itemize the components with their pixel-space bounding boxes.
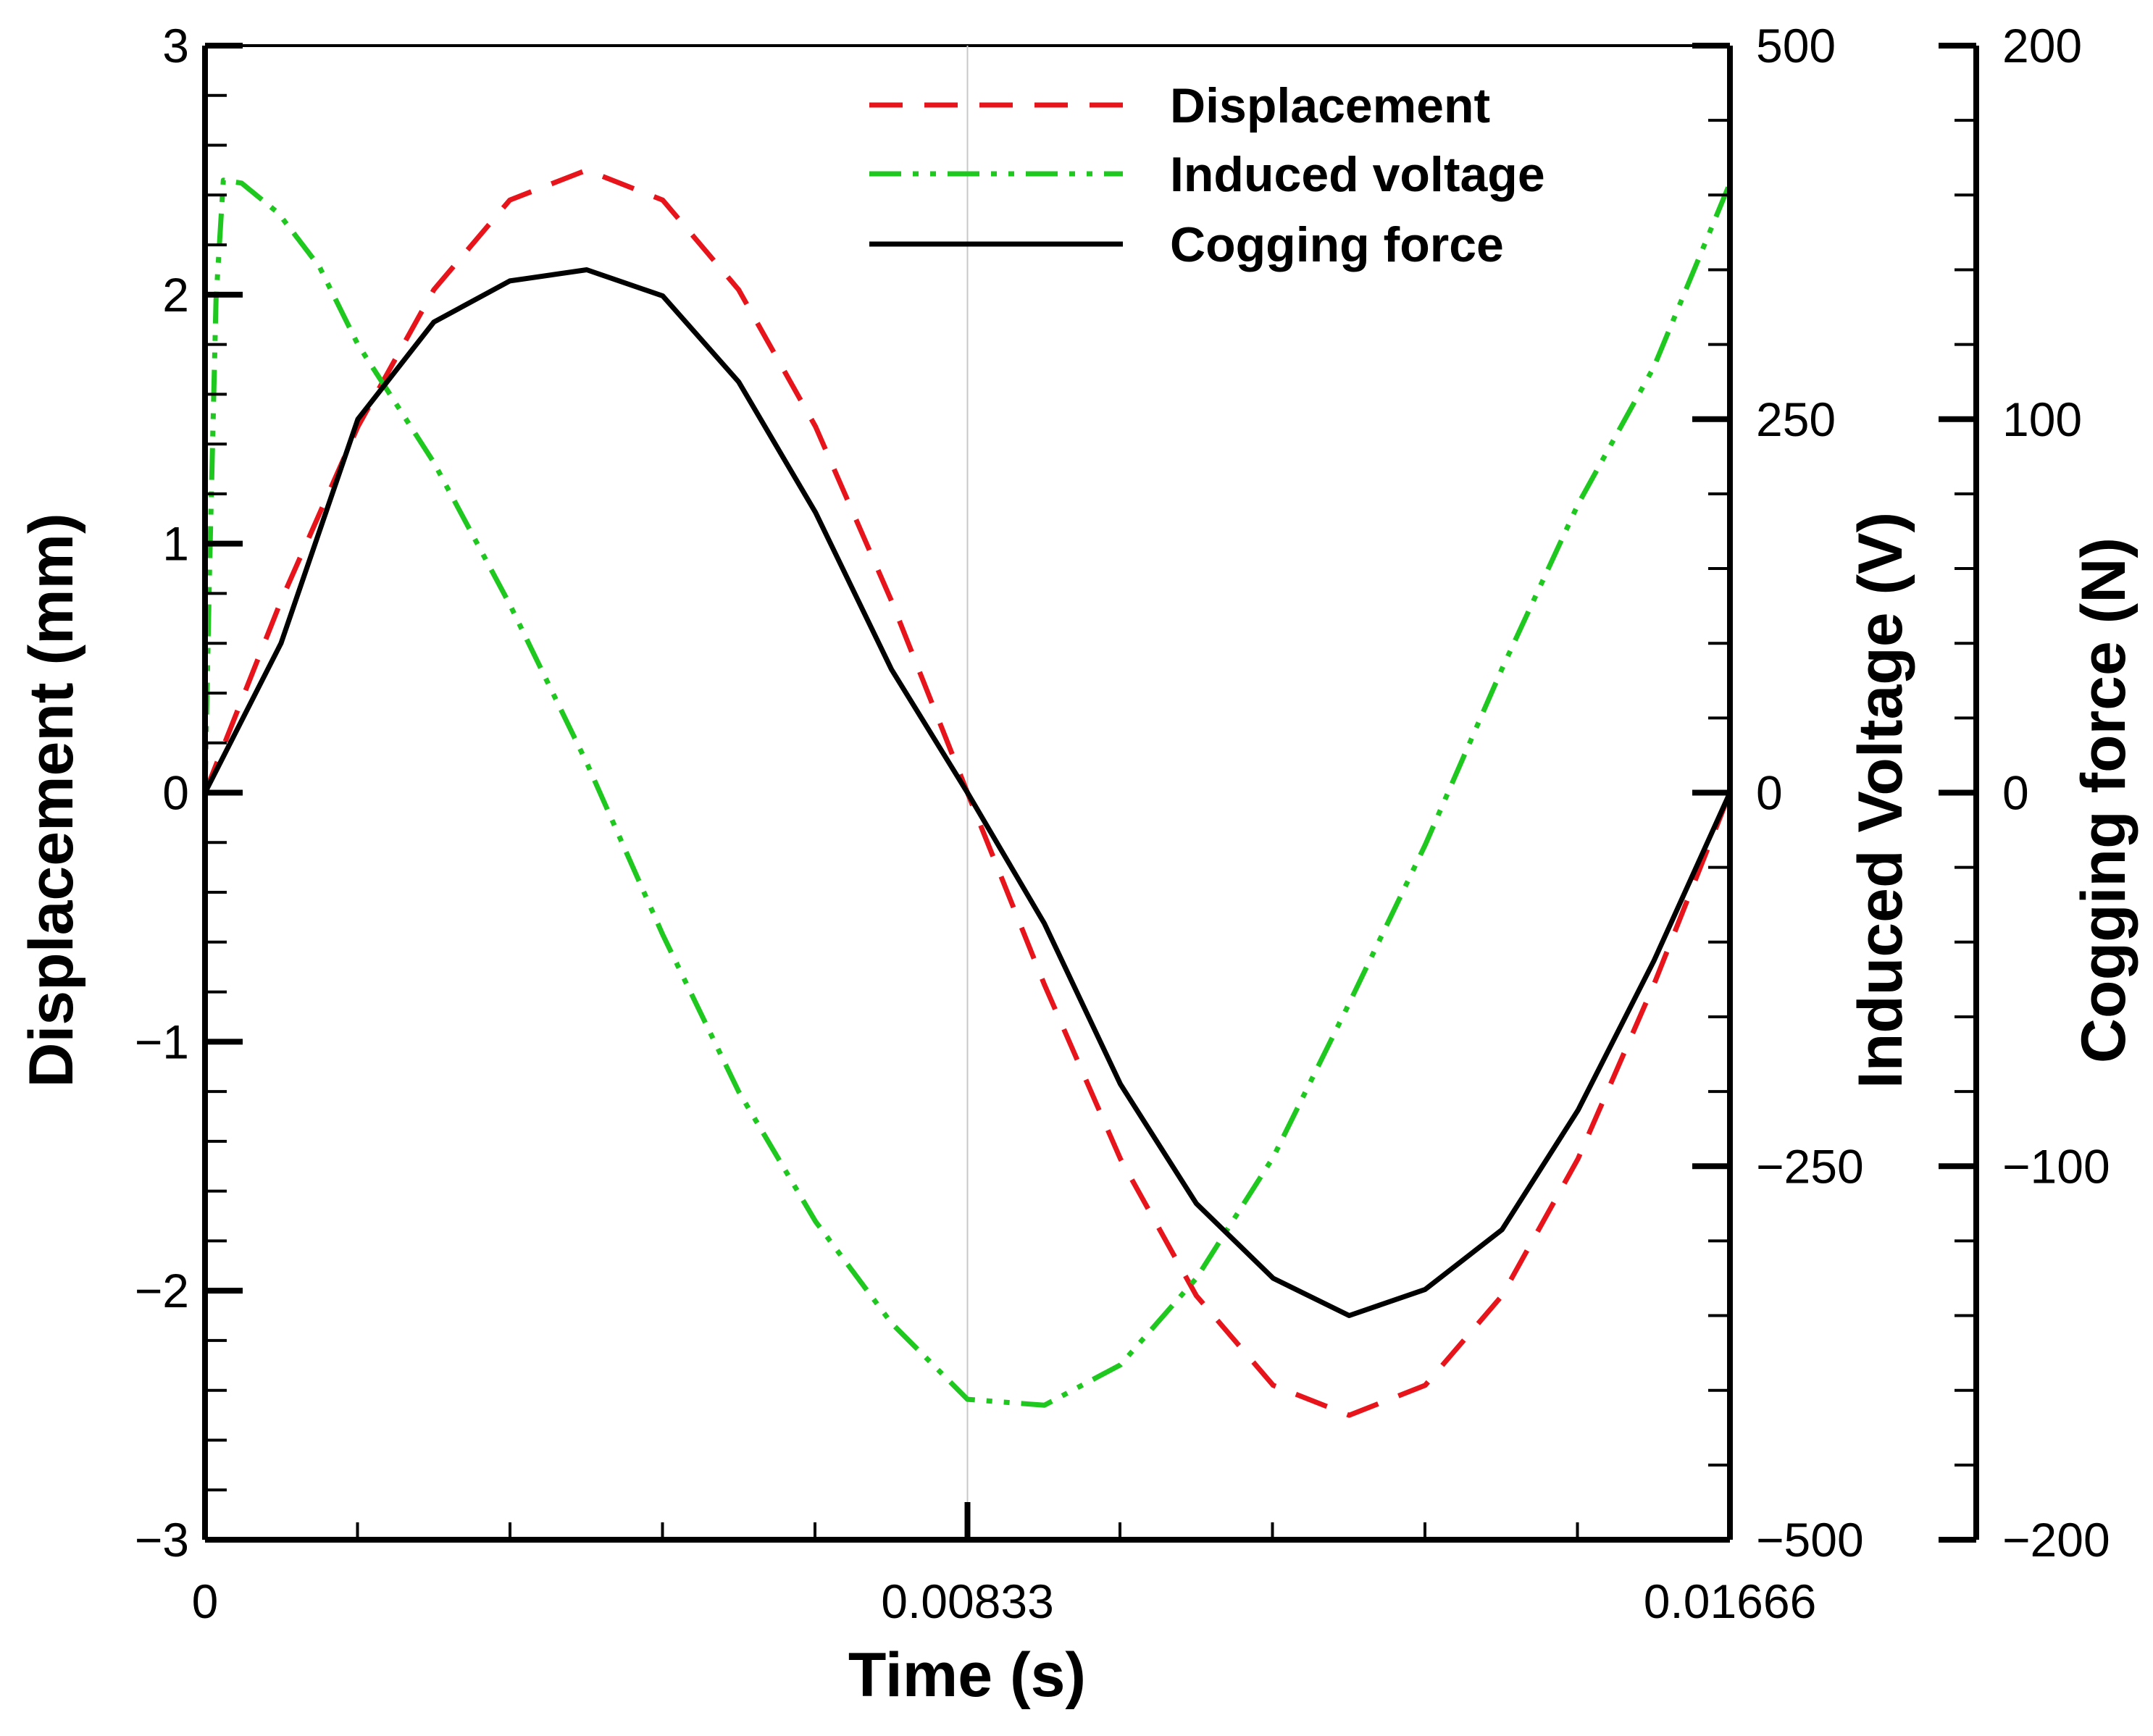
volt-tick-label: 250 — [1756, 393, 1836, 446]
x-tick-label: 0 — [192, 1574, 219, 1628]
legend-label-2: Cogging force — [1170, 217, 1504, 272]
force-tick-label: 0 — [2002, 766, 2029, 820]
volt-tick-label: 0 — [1756, 766, 1783, 820]
right-axis-title: Cogging force (N) — [2069, 537, 2139, 1063]
disp-tick-label: 0 — [162, 766, 189, 820]
volt-tick-label: 500 — [1756, 19, 1836, 72]
tick-labels: 0 0.00833 0.01666 −3 −2 −1 0 1 2 3 −500 −250 0 250 500… — [135, 19, 2110, 1628]
disp-tick-label: 3 — [162, 19, 189, 72]
x-tick-label: 0.00833 — [881, 1574, 1054, 1628]
series-line-1 — [202, 177, 1733, 1408]
disp-tick-label: −1 — [135, 1015, 189, 1068]
x-axis-title: Time (s) — [848, 1640, 1086, 1710]
legend: Displacement Induced voltage Cogging force — [869, 78, 1545, 272]
force-tick-label: 100 — [2002, 393, 2082, 446]
volt-tick-label: −500 — [1756, 1513, 1864, 1567]
disp-tick-label: −3 — [135, 1513, 189, 1567]
series-line-2 — [202, 267, 1733, 1318]
x-tick-label: 0.01666 — [1644, 1574, 1817, 1628]
force-tick-label: −200 — [2002, 1513, 2110, 1567]
force-tick-label: −100 — [2002, 1139, 2110, 1193]
middle-axis-title: Induced Voltage (V) — [1846, 512, 1915, 1089]
tick-marks — [202, 43, 1976, 1543]
disp-tick-label: 1 — [162, 517, 189, 571]
volt-tick-label: −250 — [1756, 1139, 1864, 1193]
left-axis-title: Displacement (mm) — [17, 513, 86, 1087]
series-lines — [202, 167, 1733, 1418]
disp-tick-label: −2 — [135, 1264, 189, 1317]
legend-label-1: Induced voltage — [1170, 147, 1545, 202]
force-tick-label: 200 — [2002, 19, 2082, 72]
disp-tick-label: 2 — [162, 268, 189, 322]
legend-label-0: Displacement — [1170, 78, 1490, 133]
